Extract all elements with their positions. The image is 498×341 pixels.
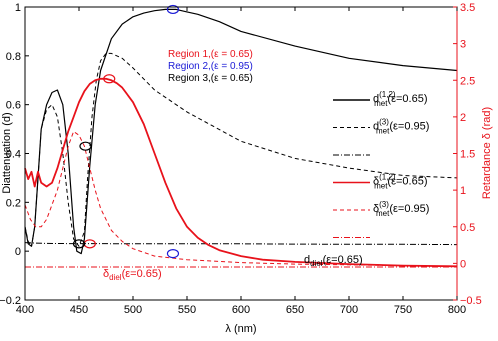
legend-label-3: δ(1,2) met(ε=0.65) xyxy=(373,173,428,191)
y-tick-label-right: 0 xyxy=(460,258,466,270)
y-tick-label-right: 3.5 xyxy=(460,2,475,14)
y-tick-label-right: −0.5 xyxy=(460,295,482,307)
plot-markers xyxy=(72,4,180,259)
label-delta-diel: δdiel(ε=0.65) xyxy=(103,268,162,282)
legend-label-4: δ(3) met(ε=0.95) xyxy=(373,200,429,218)
plot-lines xyxy=(24,8,458,268)
y-tick-label-left: 0.4 xyxy=(6,149,21,161)
x-tick-label: 600 xyxy=(232,304,250,316)
series-line-1 xyxy=(24,52,458,247)
series-line-3 xyxy=(24,77,458,268)
x-tick-label: 550 xyxy=(178,304,196,316)
y-tick-label-left: 0.8 xyxy=(6,51,21,63)
y-tick-label-right: 0.5 xyxy=(460,222,475,234)
annotation-region-3: Region 3,(ε = 0.65) xyxy=(168,73,253,84)
annotation-region-2: Region 2,(ε = 0.95) xyxy=(168,61,253,72)
legend-label-1: d(3) met(ε=0.95) xyxy=(373,118,429,136)
series-line-2 xyxy=(24,242,458,246)
x-tick-label: 450 xyxy=(70,304,88,316)
axes: 400 450 500 550 600 650 700 750 800 −0.2 0 0.2 0.4 0.… xyxy=(0,2,482,316)
region-3-marker-top xyxy=(79,141,92,151)
x-tick-label: 400 xyxy=(16,304,34,316)
y-tick-label-left: 0.2 xyxy=(6,197,21,209)
legend-label-0: d(1,2) met(ε=0.65) xyxy=(373,90,428,108)
y-tick-label-right: 2 xyxy=(460,112,466,124)
y-tick-label-left: 0 xyxy=(15,246,21,258)
y-tick-label-right: 1.5 xyxy=(460,149,475,161)
region-2-marker-top xyxy=(166,4,180,15)
x-axis-label: λ (nm) xyxy=(225,323,256,335)
region-1-marker-top xyxy=(103,74,116,84)
x-tick-label: 750 xyxy=(394,304,412,316)
y-tick-label-left: −0.2 xyxy=(0,295,21,307)
y-tick-label-right: 2.5 xyxy=(460,75,475,87)
y-tick-label-left: 0.6 xyxy=(6,100,21,112)
y-tick-label-left: 1 xyxy=(15,2,21,14)
annotation-region-1: Region 1,(ε = 0.65) xyxy=(168,49,253,60)
y-tick-label-right: 3 xyxy=(460,39,466,51)
label-d-diel: ddiel(ε=0.65) xyxy=(304,254,363,268)
series-line-0 xyxy=(24,8,458,255)
x-tick-label: 800 xyxy=(448,304,466,316)
x-tick-label: 500 xyxy=(124,304,142,316)
y-axis-label-right: Retardance δ (rad) xyxy=(481,107,493,199)
x-tick-label: 700 xyxy=(340,304,358,316)
x-tick-label: 650 xyxy=(286,304,304,316)
y-tick-label-right: 1 xyxy=(460,185,466,197)
region-2-marker-bottom xyxy=(166,249,180,259)
region-3-marker-bottom xyxy=(72,239,86,249)
y-axis-label-left: Diattenuation (d) xyxy=(1,112,13,193)
legend: d(1,2) met(ε=0.65) d(3) met(ε=0.95) δ(1,2) me… xyxy=(333,90,429,239)
